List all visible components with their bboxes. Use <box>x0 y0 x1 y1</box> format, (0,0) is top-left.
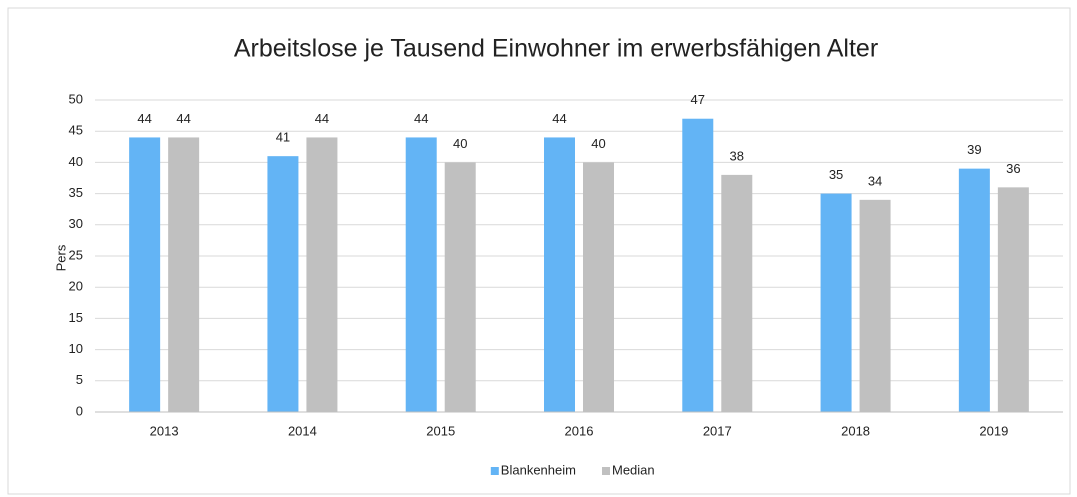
x-tick-label: 2018 <box>841 423 870 438</box>
data-label: 34 <box>868 173 882 188</box>
y-tick-label: 5 <box>76 372 83 387</box>
chart-frame <box>7 7 1071 495</box>
data-label: 40 <box>453 136 467 151</box>
chart-title: Arbeitslose je Tausend Einwohner im erwe… <box>234 35 878 63</box>
y-tick-label: 40 <box>69 154 83 169</box>
y-tick-label: 15 <box>69 310 83 325</box>
bar <box>267 156 299 412</box>
data-label: 44 <box>414 111 428 126</box>
y-tick-label: 10 <box>69 341 83 356</box>
bar <box>958 168 990 412</box>
bar <box>859 199 891 412</box>
data-label: 44 <box>137 111 151 126</box>
bar <box>820 193 852 412</box>
x-tick-label: 2019 <box>979 423 1008 438</box>
data-label: 47 <box>691 92 705 107</box>
data-label: 44 <box>176 111 190 126</box>
y-tick-label: 25 <box>69 247 83 262</box>
x-tick-label: 2015 <box>426 423 455 438</box>
data-label: 38 <box>730 148 744 163</box>
data-label: 39 <box>967 142 981 157</box>
legend-label: Blankenheim <box>501 462 576 477</box>
data-label: 44 <box>552 111 566 126</box>
bar <box>306 137 338 412</box>
data-label: 41 <box>276 130 290 145</box>
data-label: 35 <box>829 167 843 182</box>
bar <box>997 187 1029 412</box>
bar <box>168 137 200 412</box>
bar <box>544 137 575 412</box>
x-tick-label: 2016 <box>565 423 594 438</box>
data-label: 44 <box>315 111 329 126</box>
y-tick-label: 50 <box>69 91 83 106</box>
legend-swatch <box>602 467 610 475</box>
y-tick-label: 35 <box>69 185 83 200</box>
bar <box>444 162 476 412</box>
y-tick-label: 0 <box>76 403 83 418</box>
bar <box>583 162 614 412</box>
data-label: 40 <box>591 136 605 151</box>
x-tick-label: 2017 <box>703 423 732 438</box>
y-tick-label: 30 <box>69 216 83 231</box>
x-tick-label: 2014 <box>288 423 317 438</box>
data-label: 36 <box>1006 161 1020 176</box>
bar <box>405 137 437 412</box>
legend-label: Median <box>612 462 655 477</box>
bar <box>721 174 753 412</box>
legend-swatch <box>490 467 499 475</box>
x-tick-label: 2013 <box>150 423 179 438</box>
y-tick-label: 20 <box>69 279 83 294</box>
y-axis-label: Pers <box>53 244 68 271</box>
y-tick-label: 45 <box>69 123 83 138</box>
bar <box>682 118 714 412</box>
bar <box>129 137 161 412</box>
